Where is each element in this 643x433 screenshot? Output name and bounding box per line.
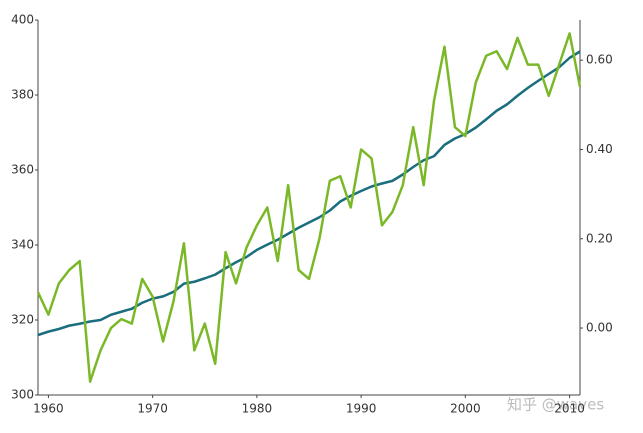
x-tick-label: 1970	[137, 402, 168, 416]
y-tick-label: 380	[11, 88, 34, 102]
x-tick-label: 2000	[450, 402, 481, 416]
y-tick-label: 320	[11, 313, 34, 327]
y2-tick-label: 0.00	[586, 321, 613, 335]
series-line	[37, 50, 581, 337]
y-tick-label: 340	[11, 238, 34, 252]
x-tick-label: 1960	[33, 402, 64, 416]
x-tick-label: 1980	[242, 402, 273, 416]
x-tick-label: 1990	[346, 402, 377, 416]
y2-tick-label: 0.60	[586, 53, 613, 67]
y-tick-label: 300	[11, 388, 34, 402]
watermark: 知乎 @waves	[507, 396, 604, 414]
x-tick-label: 2010	[554, 402, 585, 416]
y2-tick-label: 0.20	[586, 231, 613, 245]
y-tick-label: 360	[11, 163, 34, 177]
series-line	[36, 32, 582, 383]
y2-tick-label: 0.40	[586, 142, 613, 156]
y-tick-label: 400	[11, 13, 34, 27]
